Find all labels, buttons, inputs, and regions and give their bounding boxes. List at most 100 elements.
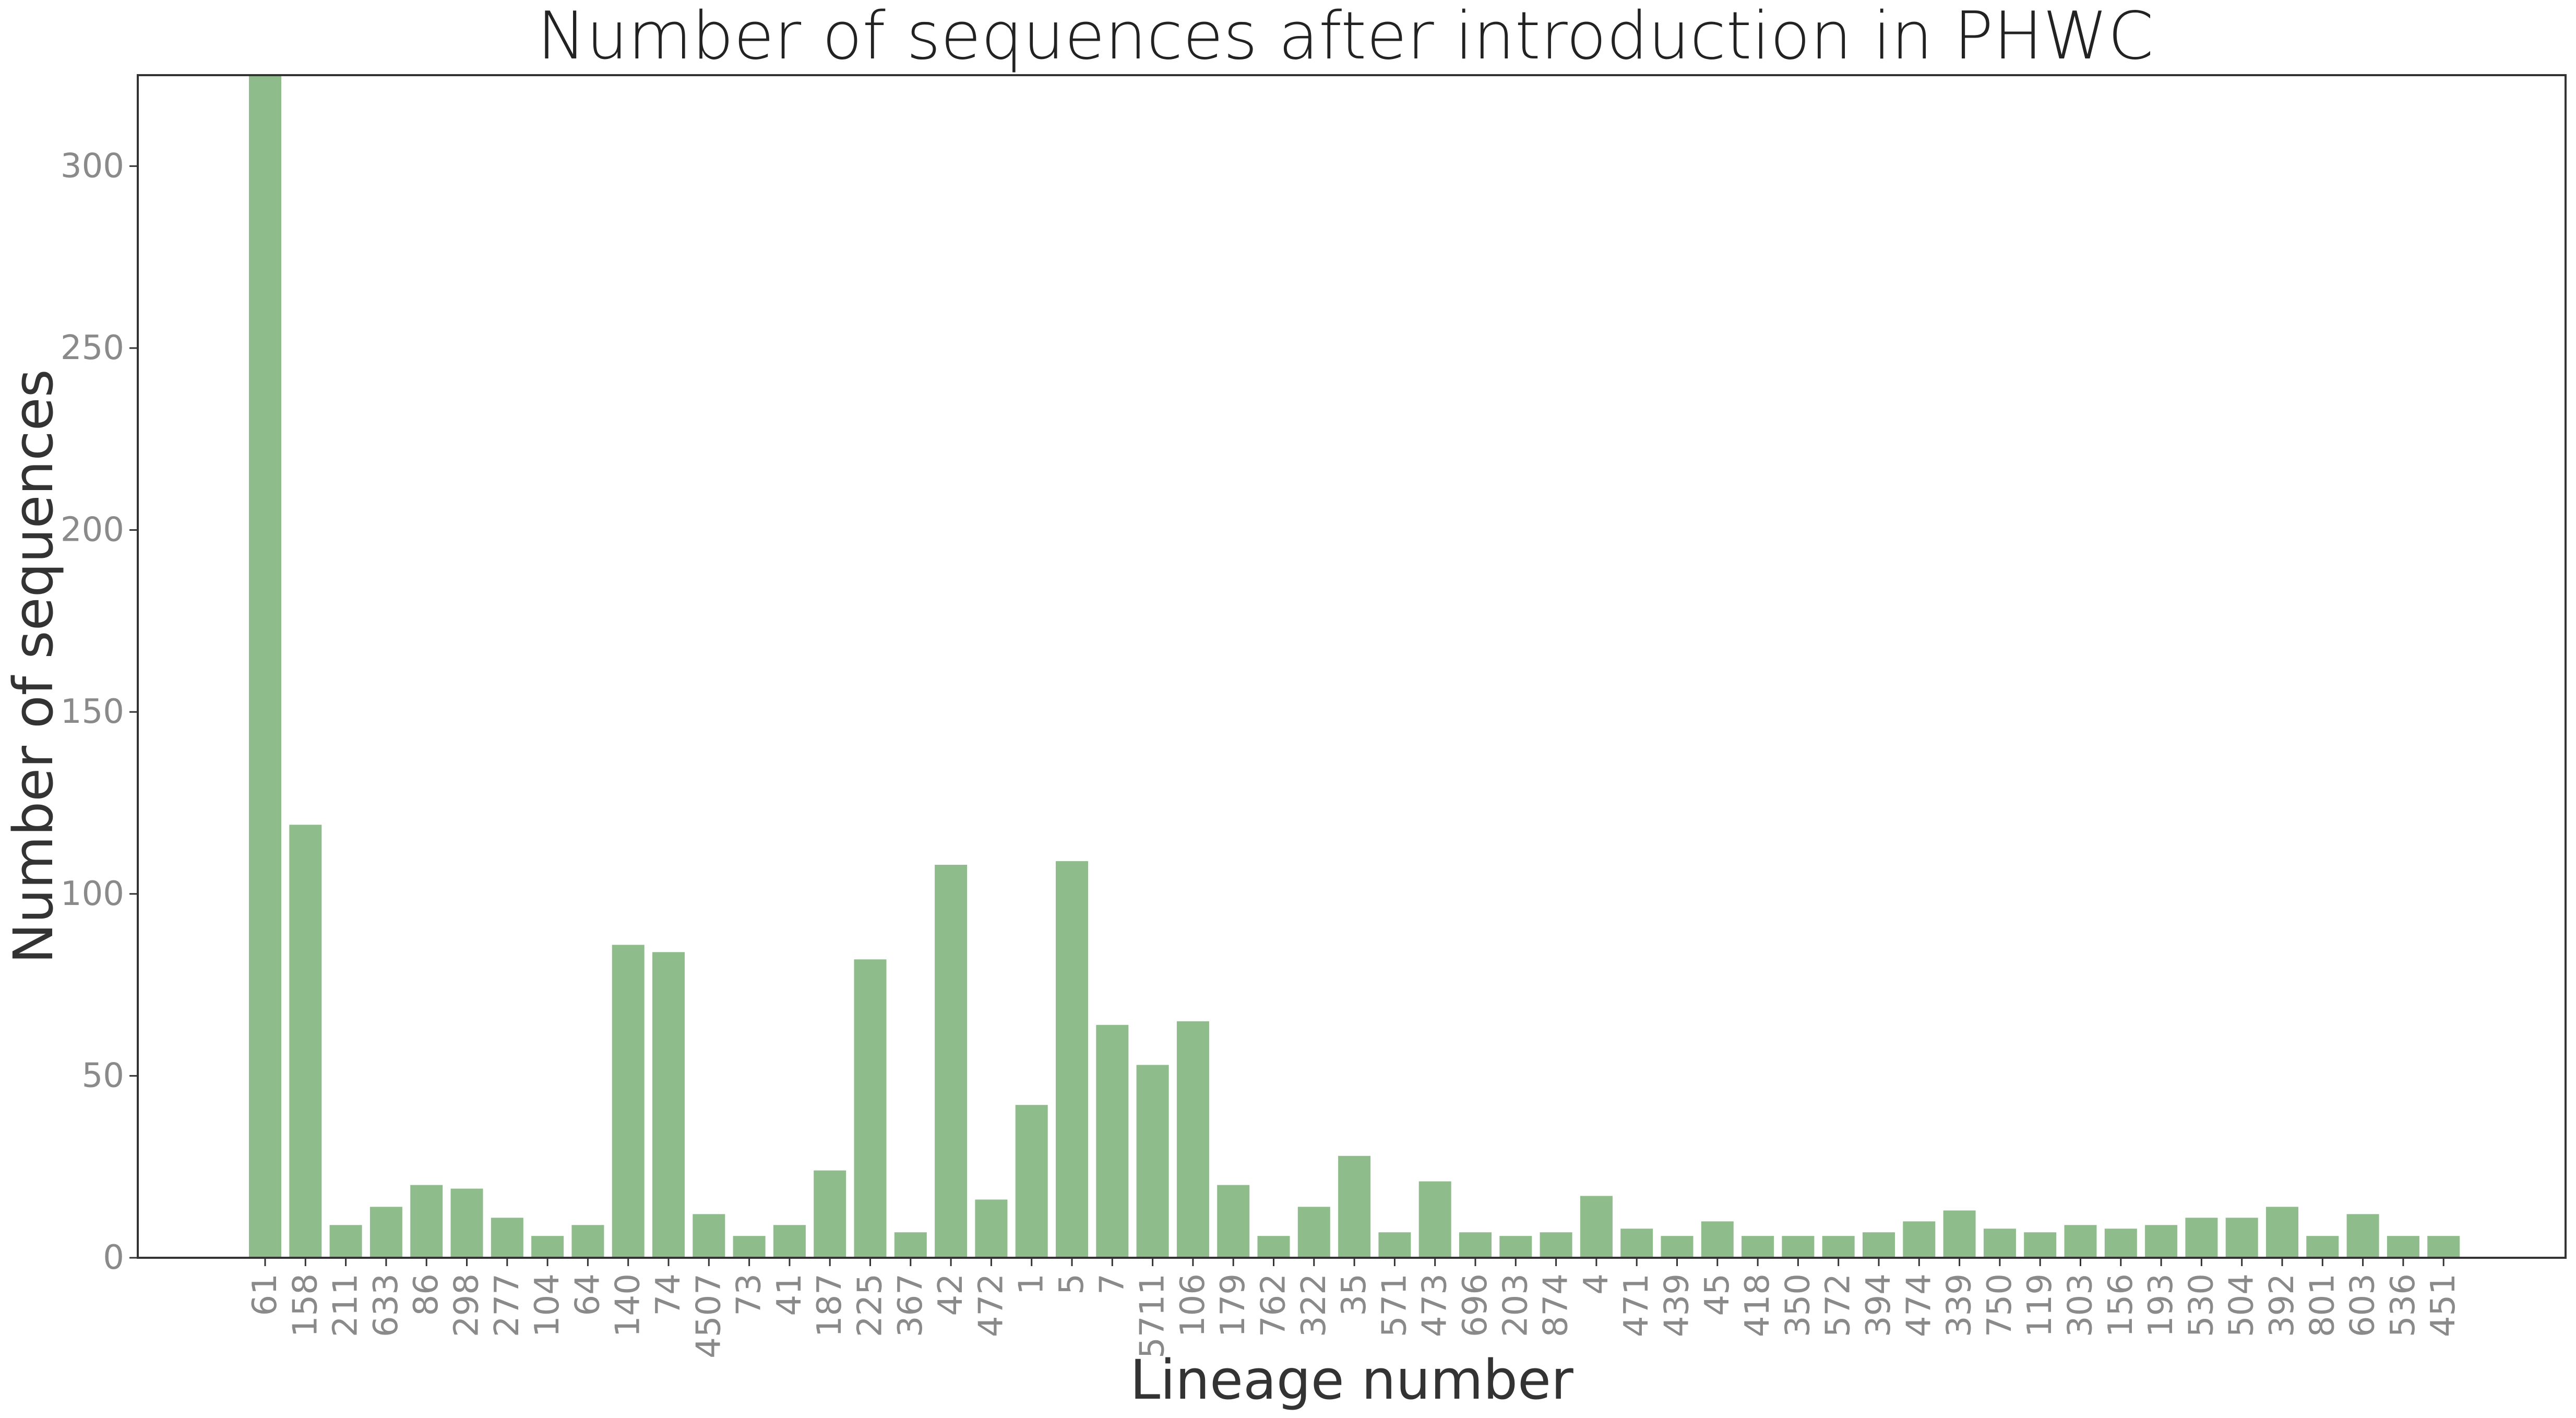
x-tick-label: 5711	[1134, 1273, 1172, 1359]
bar-5	[1056, 861, 1088, 1258]
bar-156	[2104, 1229, 2137, 1258]
bar-225	[854, 959, 887, 1258]
x-tick-label: 211	[327, 1273, 365, 1337]
x-tick-label: 633	[367, 1273, 406, 1337]
x-tick-label: 762	[1255, 1273, 1293, 1337]
bar-762	[1257, 1236, 1290, 1258]
bar-367	[894, 1232, 927, 1258]
x-tick-label: 471	[1617, 1273, 1656, 1337]
x-tick-label: 35	[1335, 1273, 1374, 1316]
bar-7	[1096, 1024, 1129, 1258]
x-tick-label: 106	[1174, 1273, 1212, 1337]
x-tick-label: 394	[1859, 1273, 1898, 1337]
bar-73	[733, 1236, 766, 1258]
x-tick-label: 504	[2223, 1273, 2261, 1337]
x-tick-label: 750	[1981, 1273, 2019, 1337]
x-tick-label: 339	[1940, 1273, 1979, 1337]
y-tick-label: 150	[61, 693, 124, 731]
x-tick-label: 45	[1698, 1273, 1737, 1316]
x-tick-label: 140	[609, 1273, 648, 1337]
bar-418	[1742, 1236, 1774, 1258]
bar-187	[814, 1170, 846, 1258]
bar-536	[2387, 1236, 2419, 1258]
chart-title: Number of sequences after introduction i…	[537, 0, 2154, 74]
bar-603	[2346, 1214, 2379, 1258]
x-tick-label: 4	[1577, 1273, 1616, 1295]
x-tick-label: 603	[2344, 1273, 2382, 1337]
x-tick-label: 298	[448, 1273, 486, 1337]
x-tick-label: 874	[1537, 1273, 1576, 1337]
x-tick-label: 801	[2303, 1273, 2342, 1337]
bars-group	[249, 75, 2460, 1258]
x-tick-label: 104	[528, 1273, 567, 1337]
x-tick-label: 156	[2102, 1273, 2140, 1337]
y-tick-label: 250	[61, 329, 124, 367]
bar-750	[1983, 1229, 2016, 1258]
bar-4	[1580, 1196, 1613, 1258]
bar-473	[1418, 1181, 1451, 1258]
x-tick-label: 225	[851, 1273, 890, 1337]
x-tick-label: 322	[1295, 1273, 1333, 1337]
x-tick-label: 1	[1012, 1273, 1051, 1295]
bar-572	[1822, 1236, 1855, 1258]
y-axis: 0 50 100 150 200 250 300	[61, 147, 138, 1277]
y-tick-label: 100	[61, 875, 124, 913]
bar-322	[1297, 1207, 1330, 1258]
bar-874	[1540, 1232, 1572, 1258]
x-tick-label: 277	[488, 1273, 527, 1337]
y-tick-label: 200	[61, 511, 124, 550]
bar-64	[571, 1225, 604, 1258]
x-tick-label: 64	[568, 1273, 607, 1316]
bar-504	[2225, 1218, 2258, 1258]
x-tick-label: 696	[1456, 1273, 1495, 1337]
x-tick-label: 4507	[689, 1273, 728, 1359]
bar-439	[1661, 1236, 1694, 1258]
x-tick-label: 73	[730, 1273, 769, 1316]
x-tick-label: 530	[2182, 1273, 2221, 1337]
bar-474	[1903, 1221, 1936, 1258]
x-tick-label: 418	[1738, 1273, 1777, 1337]
bar-530	[2185, 1218, 2218, 1258]
x-tick-label: 472	[972, 1273, 1010, 1337]
y-tick-label: 300	[61, 147, 124, 185]
y-axis-label: Number of sequences	[2, 369, 65, 963]
x-tick-label: 536	[2384, 1273, 2423, 1337]
x-tick-label: 7	[1093, 1273, 1131, 1295]
x-tick-label: 473	[1416, 1273, 1454, 1337]
x-tick-label: 187	[810, 1273, 849, 1337]
bar-472	[975, 1199, 1008, 1258]
x-tick-label: 74	[649, 1273, 688, 1316]
x-tick-label: 203	[1496, 1273, 1535, 1337]
x-tick-label: 158	[286, 1273, 325, 1337]
bar-211	[329, 1225, 362, 1258]
bar-179	[1217, 1185, 1250, 1258]
x-axis: 61 158 211 633 86 298 277 104 64 140 74 4507 73 4 1 187…	[246, 1258, 2463, 1359]
x-tick-label: 179	[1214, 1273, 1253, 1337]
bar-35	[1338, 1155, 1371, 1258]
x-tick-label: 392	[2263, 1273, 2301, 1337]
bar-41	[773, 1225, 806, 1258]
bar-203	[1499, 1236, 1532, 1258]
bar-42	[935, 864, 968, 1258]
bar-633	[369, 1207, 402, 1258]
bar-451	[2427, 1236, 2460, 1258]
bar-45	[1701, 1221, 1734, 1258]
x-tick-label: 119	[2021, 1273, 2059, 1337]
bar-193	[2145, 1225, 2178, 1258]
x-axis-label: Lineage number	[1130, 1348, 1573, 1412]
bar-394	[1863, 1232, 1895, 1258]
bar-5711	[1136, 1065, 1169, 1258]
y-tick-label: 50	[82, 1056, 124, 1095]
bar-298	[450, 1188, 483, 1258]
x-tick-label: 193	[2142, 1273, 2180, 1337]
bar-140	[612, 945, 645, 1258]
x-tick-label: 571	[1375, 1273, 1414, 1337]
x-tick-label: 572	[1819, 1273, 1858, 1337]
x-tick-label: 86	[407, 1273, 446, 1316]
x-tick-label: 303	[2061, 1273, 2100, 1337]
bar-303	[2064, 1225, 2097, 1258]
bar-1	[1015, 1105, 1048, 1258]
x-tick-label: 61	[246, 1273, 284, 1316]
x-tick-label: 350	[1779, 1273, 1817, 1337]
